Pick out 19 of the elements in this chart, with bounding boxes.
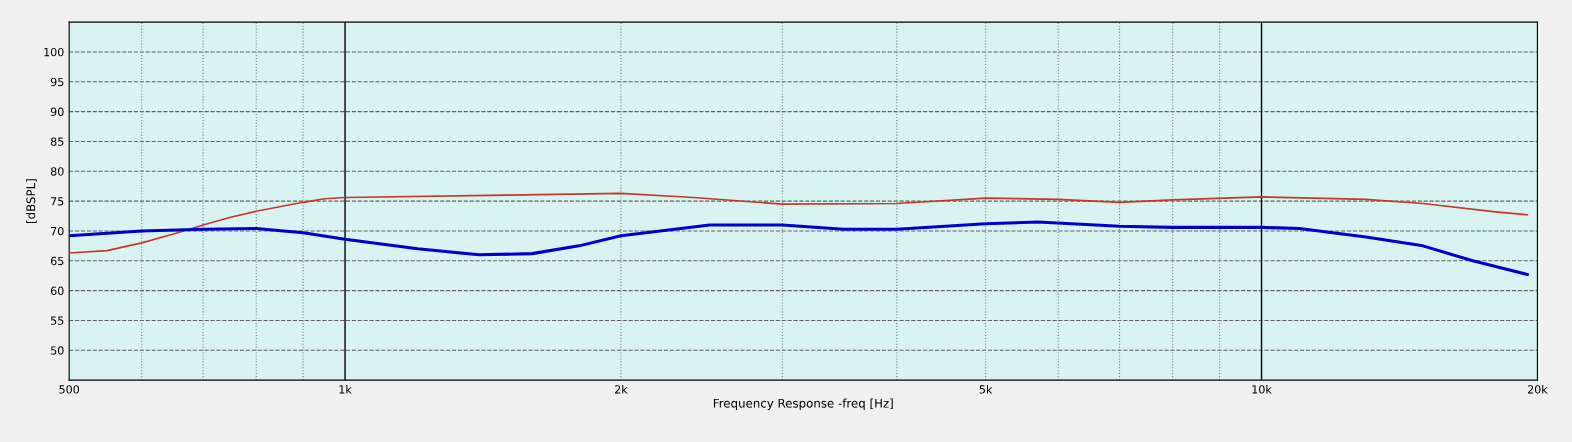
x-tick-label: 500 <box>59 385 80 394</box>
y-tick-label: 80 <box>50 167 64 176</box>
x-tick-label: 2k <box>615 384 628 394</box>
y-axis-title: [dBSPL] <box>26 179 37 223</box>
y-tick-label: 50 <box>51 346 64 355</box>
x-tick-label: 5k <box>979 384 993 394</box>
y-tick-label: 55 <box>51 316 64 325</box>
x-tick-label: 20k <box>1527 384 1548 394</box>
y-tick-label: 65 <box>50 256 64 266</box>
y-tick-label: 100 <box>44 47 64 57</box>
x-axis-title: Frequency Response -freq [Hz] <box>713 398 893 410</box>
y-tick-label: 90 <box>50 107 64 116</box>
y-tick-label: 75 <box>51 197 64 206</box>
y-tick-label: 70 <box>51 226 64 236</box>
x-tick-label: 10k <box>1252 384 1272 394</box>
y-tick-label: 60 <box>50 286 64 295</box>
y-tick-label: 85 <box>50 137 64 146</box>
x-tick-label: 1k <box>339 384 352 394</box>
y-tick-label: 95 <box>50 77 64 87</box>
